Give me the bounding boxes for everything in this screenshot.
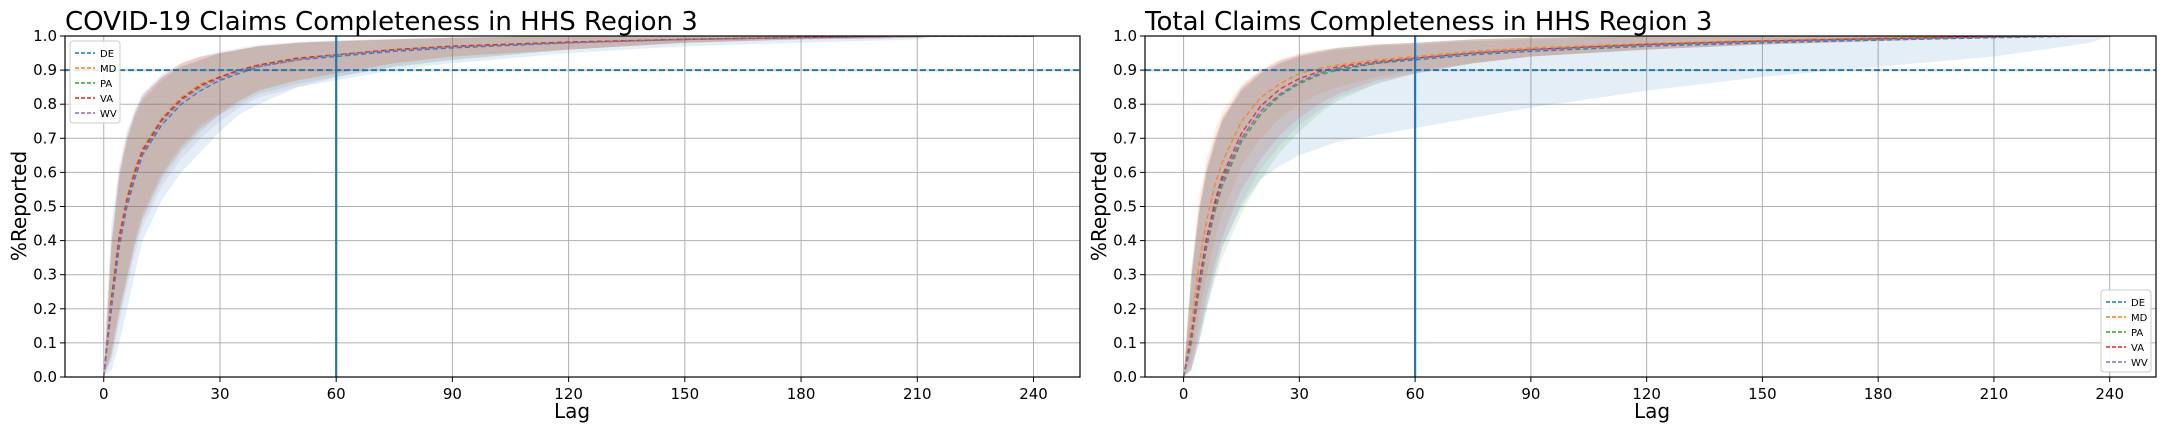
series-line-de [1182,36,2110,377]
series-line-md [1182,36,2110,377]
y-tick-label: 0.7 [1113,129,1137,147]
y-tick-label: 0.3 [1113,266,1137,284]
x-axis-label: Lag [1634,399,1670,423]
y-tick-label: 0.4 [33,232,57,250]
y-tick-label: 0.0 [33,368,57,386]
y-tick-label: 0.0 [1113,368,1137,386]
legend: DE MD PA VA WV [2100,289,2152,373]
x-tick-label: 90 [443,385,462,403]
x-tick-label: 0 [1179,385,1189,403]
y-tick-label: 0.8 [33,95,57,113]
y-tick-label: 0.1 [1113,334,1137,352]
y-tick-label: 0.4 [1113,232,1137,250]
x-tick-label: 150 [1748,385,1777,403]
chart-title: Total Claims Completeness in HHS Region … [1144,7,1712,37]
x-axis-label: Lag [554,399,590,423]
legend-label-md: MD [100,64,117,75]
legend-label-de: DE [2131,298,2145,309]
x-tick-label: 180 [1864,385,1893,403]
legend-label-pa: PA [2131,328,2143,339]
chart-title: COVID-19 Claims Completeness in HHS Regi… [65,7,698,37]
y-tick-label: 1.0 [1113,27,1137,45]
y-tick-label: 0.2 [1113,300,1137,318]
x-tick-label: 210 [1980,385,2009,403]
y-tick-label: 0.7 [33,129,57,147]
legend-label-wv: WV [100,109,117,120]
y-axis-label: %Reported [7,151,31,261]
y-tick-label: 0.3 [33,266,57,284]
legend-box [2100,289,2152,373]
x-tick-label: 150 [671,385,700,403]
y-tick-label: 0.9 [1113,61,1137,79]
x-tick-label: 0 [99,385,109,403]
series-line-de [103,36,1034,377]
legend-label-wv: WV [2131,358,2148,369]
x-tick-label: 90 [1521,385,1540,403]
x-tick-label: 180 [787,385,816,403]
chart-total-claims: Total Claims Completeness in HHS Region … [1087,7,2157,423]
y-tick-label: 0.6 [33,163,57,181]
x-tick-label: 60 [1406,385,1425,403]
legend-label-pa: PA [100,79,112,90]
y-tick-label: 0.6 [1113,163,1137,181]
y-tick-label: 0.8 [1113,95,1137,113]
y-axis-label: %Reported [1087,151,1111,261]
y-tick-label: 1.0 [33,27,57,45]
x-tick-label: 240 [1019,385,1048,403]
y-tick-label: 0.5 [33,198,57,216]
legend-label-md: MD [2131,313,2148,324]
x-tick-label: 30 [1290,385,1309,403]
plot-area [1145,36,2156,377]
legend-box [69,40,121,124]
x-tick-label: 210 [903,385,932,403]
legend-label-va: VA [100,94,113,105]
y-tick-label: 0.2 [33,300,57,318]
x-tick-label: 120 [1632,385,1661,403]
legend-label-va: VA [2131,343,2144,354]
legend: DE MD PA VA WV [69,40,121,124]
y-tick-label: 0.1 [33,334,57,352]
x-tick-label: 30 [210,385,229,403]
legend-label-de: DE [100,49,114,60]
x-tick-label: 60 [327,385,346,403]
series-line-wv [1182,36,2110,377]
y-tick-label: 0.5 [1113,198,1137,216]
y-tick-label: 0.9 [33,61,57,79]
chart-covid-claims: COVID-19 Claims Completeness in HHS Regi… [7,7,1081,423]
plot-area [65,36,1080,377]
x-tick-label: 240 [2095,385,2124,403]
x-tick-label: 120 [554,385,583,403]
